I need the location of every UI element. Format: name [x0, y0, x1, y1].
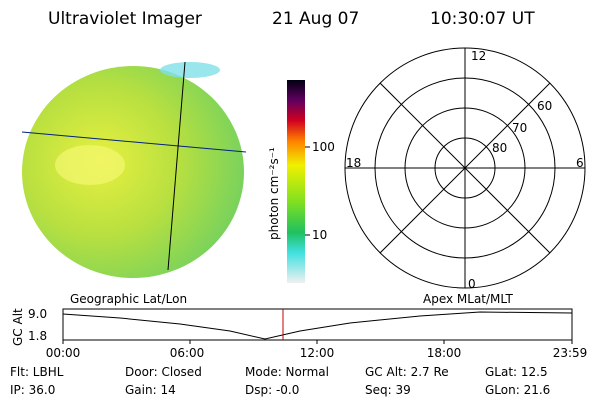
timeline-ytick: 9.0	[28, 307, 47, 321]
colorbar-label: photon cm⁻²s⁻¹	[267, 147, 281, 240]
timeline-axis-label: GC Alt	[11, 308, 25, 346]
title: Ultraviolet Imager	[48, 9, 202, 29]
polar-label: 60	[537, 99, 552, 113]
colorbar-tick: 10	[312, 228, 327, 242]
image	[21, 61, 247, 278]
footer-field: Dsp: -0.0	[245, 383, 299, 397]
polar-grid	[344, 47, 586, 289]
polar-label: 70	[512, 121, 527, 135]
timeline-xtick: 23:59	[553, 346, 588, 360]
footer: Flt: LBHL IP: 36.0 Door: Closed Gain: 14 Mod…	[10, 365, 550, 397]
timeline-xtick: 18:00	[427, 346, 462, 360]
date: 21 Aug 07	[272, 9, 359, 29]
footer-field: GLon: 21.6	[485, 383, 550, 397]
timeline-xtick: 00:00	[46, 346, 81, 360]
polar-label: 12	[471, 49, 486, 63]
time: 10:30:07 UT	[430, 9, 535, 29]
footer-field: Flt: LBHL	[10, 365, 64, 379]
footer-field: IP: 36.0	[10, 383, 55, 397]
timeline-ytick: 1.8	[28, 329, 47, 343]
polar-label: 80	[492, 141, 507, 155]
footer-field: GLat: 12.5	[485, 365, 548, 379]
colorbar-tick: 100	[312, 140, 335, 154]
timeline-title: Apex MLat/MLT	[423, 292, 513, 306]
polar-label: 18	[346, 156, 361, 170]
timeline-title: Geographic Lat/Lon	[70, 292, 187, 306]
polar-label: 0	[468, 277, 476, 291]
polar-label: 6	[576, 156, 584, 170]
footer-field: Gain: 14	[125, 383, 176, 397]
footer-field: Seq: 39	[365, 383, 411, 397]
timeline-xtick: 06:00	[170, 346, 205, 360]
footer-field: Mode: Normal	[245, 365, 329, 379]
timeline-xtick: 12:00	[300, 346, 335, 360]
footer-field: Door: Closed	[125, 365, 202, 379]
timeline-plot	[62, 308, 573, 344]
colorbar: 100 10 photon cm⁻²s⁻¹	[267, 80, 335, 283]
footer-field: GC Alt: 2.7 Re	[365, 365, 449, 379]
